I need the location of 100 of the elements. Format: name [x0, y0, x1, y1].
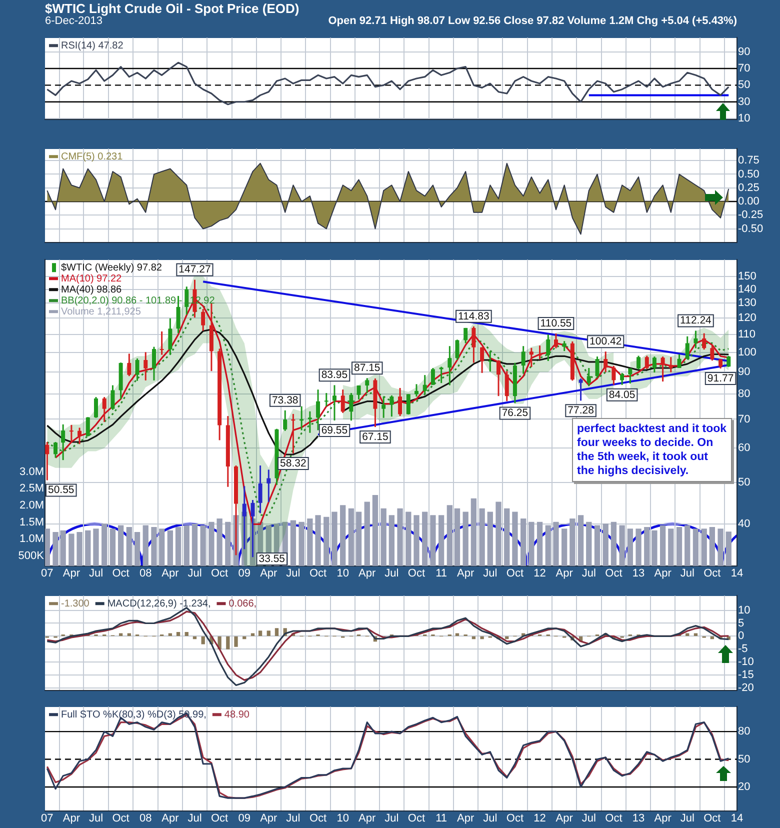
x-tick-label: 08 [140, 812, 152, 825]
y2-tick-label: 2.5M [20, 482, 44, 495]
y-tick-label: 150 [738, 270, 756, 282]
x-tick-label: 11 [436, 568, 448, 580]
annotation: 112.24 [680, 314, 712, 327]
x-tick-label: Jul [88, 812, 104, 825]
legend-label: 48.90 [224, 709, 250, 720]
y-tick-label: 0.25 [738, 182, 760, 194]
y-tick-label: 100 [738, 346, 756, 358]
y-tick-label: -20 [738, 682, 754, 694]
x-tick-label: 12 [534, 568, 546, 580]
x-tick-label: 13 [632, 568, 645, 580]
x-tick-label: Jul [483, 812, 498, 825]
y-tick-label: 120 [738, 312, 756, 324]
annotation: 76.25 [502, 407, 528, 420]
legend-label: -1.300 [61, 598, 90, 610]
x-tick-label: 08 [140, 568, 152, 580]
x-tick-label: 07 [41, 568, 54, 580]
x-tick-label: Apr [358, 812, 376, 825]
y-tick-label: 10 [738, 112, 750, 125]
legend-label: MA(40) 98.86 [61, 284, 122, 296]
x-tick-label: Oct [210, 568, 228, 580]
y-tick-label: 30 [738, 96, 750, 108]
x-tick-label: Jul [286, 812, 300, 825]
y2-tick-label: 3.0M [20, 466, 44, 478]
chart-title: $WTIC Light Crude Oil - Spot Price (EOD) [45, 1, 300, 16]
x-tick-label: 09 [238, 812, 250, 825]
x-tick-label: Jul [384, 568, 399, 580]
x-tick-label: Oct [605, 568, 622, 580]
y-tick-label: 50 [738, 753, 750, 766]
x-tick-label: Oct [506, 812, 524, 825]
y-tick-label: -0.25 [738, 209, 764, 222]
x-tick-label: Oct [309, 812, 327, 825]
x-tick-label: Apr [62, 568, 80, 580]
annotation: 73.38 [272, 394, 298, 406]
x-tick-label: Oct [506, 568, 524, 580]
legend-label: MA(10) 97.22 [61, 273, 122, 284]
y-tick-label: 0.50 [738, 168, 760, 180]
x-tick-label: Oct [704, 812, 721, 825]
x-tick-label: Oct [112, 812, 130, 825]
x-tick-label: Jul [680, 568, 694, 580]
y-tick-label: 90 [738, 46, 750, 58]
y-tick-label: 70 [738, 413, 750, 426]
y-tick-label: -0.50 [738, 222, 764, 235]
y-tick-label: 0 [738, 630, 744, 642]
x-tick-label: Oct [704, 568, 721, 580]
annotation: 100.42 [590, 335, 622, 348]
x-tick-label: Jul [188, 812, 202, 825]
annotation: 50.55 [48, 484, 74, 496]
y-tick-label: 50 [738, 476, 750, 488]
x-tick-label: Oct [210, 812, 228, 825]
y-tick-label: 80 [738, 388, 750, 400]
annotation: 114.83 [458, 310, 490, 322]
annotation: 147.27 [178, 264, 211, 276]
annotation: 67.15 [362, 430, 389, 443]
x-tick-label: 14 [730, 568, 744, 580]
x-tick-label: 14 [730, 812, 744, 825]
y-tick-label: 40 [738, 518, 750, 530]
y2-tick-label: 2.0M [20, 499, 44, 512]
x-tick-label: Oct [112, 568, 130, 580]
x-tick-label: Apr [457, 568, 474, 580]
x-tick-label: Apr [260, 812, 278, 825]
x-tick-label: Jul [88, 568, 104, 580]
y-tick-label: 60 [738, 442, 750, 454]
y2-tick-label: 1.5M [20, 516, 44, 528]
x-tick-label: Jul [680, 812, 694, 825]
y-tick-label: 50 [738, 79, 750, 92]
y-tick-label: 0.75 [738, 154, 760, 167]
x-tick-label: 11 [436, 812, 448, 825]
x-tick-label: Jul [582, 812, 596, 825]
y-tick-label: 10 [738, 604, 750, 616]
legend-label: MACD(12,26,9) -1.234, [107, 598, 211, 610]
x-tick-label: Apr [654, 568, 672, 580]
x-tick-label: Jul [286, 568, 300, 580]
annotation: 83.95 [321, 369, 348, 382]
legend-label: $WTIC (Weekly) 97.82 [61, 262, 162, 274]
x-tick-label: Apr [62, 812, 80, 825]
annotation: 69.55 [321, 424, 348, 436]
x-tick-label: Apr [457, 812, 474, 825]
x-tick-label: 12 [534, 812, 546, 825]
x-tick-label: 07 [41, 812, 54, 825]
x-tick-label: Apr [358, 568, 376, 580]
text: Open 92.71 High 98.07 Low 92.56 Close 97.82 Volume 1.2M Chg +5.04 (+5.43%) [328, 15, 737, 27]
x-tick-label: 10 [336, 812, 349, 825]
y-tick-label: -15 [738, 668, 754, 681]
y-tick-label: 5 [738, 617, 744, 630]
y-tick-label: 130 [738, 297, 756, 310]
annotation: 91.77 [707, 372, 734, 384]
legend-label: 0.066, [228, 598, 257, 610]
annotation: 110.55 [540, 317, 572, 330]
y-tick-label: -10 [738, 656, 754, 668]
legend-label: CMF(5) 0.231 [61, 151, 124, 162]
annotation: 87.15 [354, 362, 380, 374]
legend-label: RSI(14) 47.82 [61, 40, 124, 52]
y-tick-label: 80 [738, 726, 750, 738]
chart-subtitle: 6-Dec-2013 [45, 15, 102, 27]
x-tick-label: Apr [260, 568, 278, 580]
annotation: 84.05 [608, 388, 636, 401]
annotation: 33.55 [258, 552, 286, 565]
x-tick-label: Apr [162, 568, 180, 580]
